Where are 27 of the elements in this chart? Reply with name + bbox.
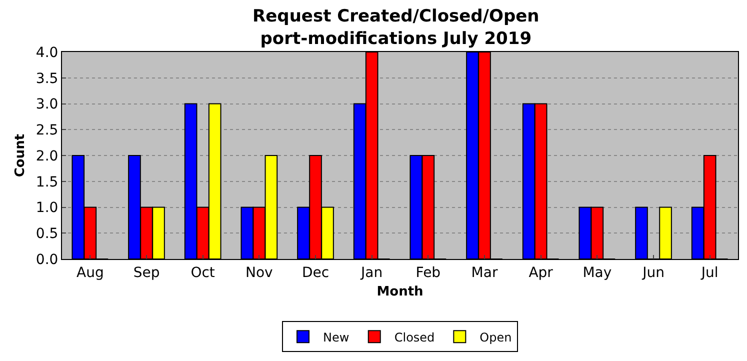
x-tick-label: Mar <box>471 264 498 281</box>
legend-label: Open <box>480 330 512 344</box>
x-tick-label: Jun <box>642 264 664 281</box>
x-tick-label: Apr <box>528 264 554 281</box>
y-tick-label: 2.0 <box>36 148 58 164</box>
x-tick-label: Sep <box>133 264 160 281</box>
y-tick-label: 1.5 <box>36 174 58 190</box>
y-tick-label: 2.5 <box>36 122 58 139</box>
x-tick-label: Nov <box>246 264 273 281</box>
y-tick-label: 0.0 <box>36 252 58 268</box>
y-tick-label: 0.5 <box>36 226 58 242</box>
y-axis-title: Count <box>12 134 28 178</box>
x-axis-title: Month <box>376 284 424 300</box>
y-tick-label: 1.0 <box>36 200 58 216</box>
y-tick-label: 4.0 <box>36 44 58 61</box>
legend-label: New <box>323 330 350 344</box>
legend-label: Closed <box>394 330 435 344</box>
chart-title: Request Created/Closed/Open port-modifications July 2019 <box>252 6 540 49</box>
x-tick-label: Oct <box>190 264 216 281</box>
x-tick-label: Aug <box>76 264 104 281</box>
x-tick-label: Jan <box>360 264 383 281</box>
x-tick-label: Jul <box>700 264 718 281</box>
y-tick-label: 3.5 <box>36 70 58 87</box>
x-tick-label: May <box>582 264 612 281</box>
x-tick-label: Dec <box>302 264 330 281</box>
y-tick-label: 3.0 <box>36 96 58 113</box>
x-tick-label: Feb <box>416 264 441 281</box>
